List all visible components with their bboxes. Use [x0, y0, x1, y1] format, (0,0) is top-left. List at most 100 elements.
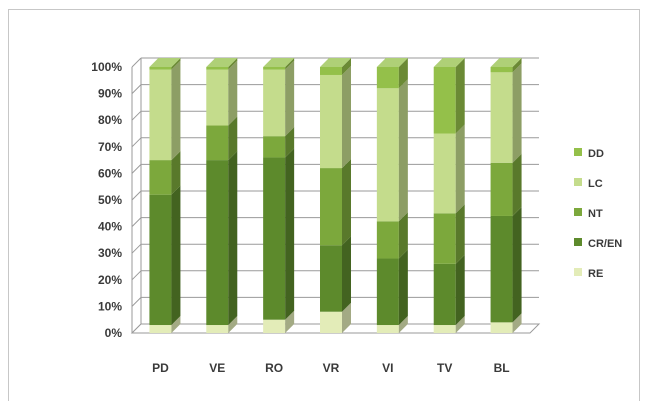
- bar-segment: [320, 311, 342, 333]
- bar-segment: [376, 258, 399, 326]
- bar-side: [228, 316, 238, 333]
- gridline-side: [131, 57, 142, 68]
- bar-segment: [149, 67, 172, 70]
- x-tick-label: PD: [152, 361, 169, 375]
- legend-label: NT: [588, 208, 603, 220]
- gridline-side: [131, 190, 142, 201]
- bar-segment: [263, 67, 286, 70]
- bar-segment: [149, 69, 172, 161]
- bar-side: [398, 212, 408, 259]
- bar-side: [228, 60, 238, 126]
- bar-segment: [206, 69, 229, 126]
- bar-top: [433, 58, 465, 67]
- bar-segment: [433, 213, 456, 264]
- x-tick-label: VR: [323, 361, 340, 375]
- bar-side: [398, 249, 408, 326]
- gridline-side: [131, 270, 142, 281]
- x-tick-label: VI: [382, 361, 393, 375]
- legend-label: DD: [588, 148, 604, 160]
- bar-segment: [376, 221, 399, 259]
- bar-side: [512, 58, 522, 73]
- x-tick-label: VE: [209, 361, 225, 375]
- bar-side: [285, 310, 295, 333]
- bar-side: [342, 159, 351, 246]
- bar-side: [171, 151, 181, 195]
- bar-segment: [320, 245, 342, 312]
- legend-swatch: [574, 268, 582, 276]
- gridline-side: [131, 217, 142, 227]
- bar-segment: [376, 67, 399, 89]
- bar-segment: [263, 136, 286, 158]
- bar-side: [512, 206, 522, 323]
- bar-top: [206, 58, 238, 67]
- y-tick-label: 10%: [98, 299, 122, 313]
- bar-side: [171, 316, 181, 333]
- bar-side: [228, 58, 238, 70]
- bar-side: [342, 236, 351, 312]
- bar-side: [285, 148, 295, 320]
- bar-segment: [433, 263, 456, 326]
- bar-segment: [433, 67, 456, 134]
- gridline-side: [131, 164, 142, 174]
- y-tick-label: 70%: [98, 140, 122, 154]
- bar-segment: [206, 125, 229, 161]
- bar-segment: [263, 157, 286, 320]
- x-tick-label: BL: [494, 361, 510, 375]
- bar-side: [285, 60, 295, 137]
- y-tick-label: 60%: [98, 166, 122, 180]
- bar-segment: [320, 74, 342, 169]
- bar-side: [398, 58, 408, 89]
- y-tick-label: 20%: [98, 273, 122, 287]
- legend-label: LC: [588, 178, 603, 190]
- bar-segment: [376, 88, 399, 222]
- bar-side: [285, 127, 295, 158]
- bar-side: [512, 313, 522, 333]
- bar-top: [149, 58, 181, 67]
- bar-side: [228, 151, 238, 326]
- bar-side: [455, 124, 465, 214]
- bar-segment: [490, 67, 513, 73]
- bar-segment: [149, 325, 172, 333]
- y-tick-label: 100%: [91, 60, 122, 74]
- bar-side: [171, 58, 181, 70]
- bar-segment: [490, 322, 513, 333]
- bar-segment: [376, 325, 399, 333]
- bar-segment: [490, 72, 513, 163]
- bar-side: [455, 254, 465, 326]
- bar-top: [490, 58, 522, 67]
- bar-top: [376, 58, 408, 67]
- bar-side: [455, 316, 465, 333]
- bar-side: [285, 58, 295, 70]
- y-tick-label: 0%: [105, 326, 123, 340]
- bar-side: [512, 63, 522, 163]
- legend-swatch: [574, 178, 582, 186]
- bar-side: [342, 65, 351, 169]
- y-tick-label: 40%: [98, 220, 122, 234]
- bar-segment: [263, 319, 286, 333]
- y-tick-label: 90%: [98, 87, 122, 101]
- bar-segment: [263, 69, 286, 137]
- x-tick-label: RO: [265, 361, 283, 375]
- bar-side: [228, 116, 238, 161]
- bar-side: [455, 58, 465, 134]
- bar-side: [342, 302, 351, 333]
- bar-segment: [149, 194, 172, 326]
- gridline-side: [131, 84, 142, 94]
- bar-segment: [433, 133, 456, 214]
- bar-side: [455, 204, 465, 264]
- bar-segment: [490, 162, 513, 216]
- gridline-side: [131, 137, 142, 148]
- x-tick-label: TV: [437, 361, 452, 375]
- bar-side: [398, 316, 408, 333]
- bar-side: [171, 185, 181, 326]
- legend-swatch: [574, 208, 582, 216]
- bar-side: [342, 58, 351, 75]
- gridline-side: [131, 297, 142, 307]
- bar-top: [263, 58, 295, 67]
- legend-label: CR/EN: [588, 238, 622, 250]
- gridline-side: [131, 110, 142, 121]
- bar-side: [398, 79, 408, 222]
- bar-segment: [206, 160, 229, 326]
- bar-segment: [320, 168, 342, 246]
